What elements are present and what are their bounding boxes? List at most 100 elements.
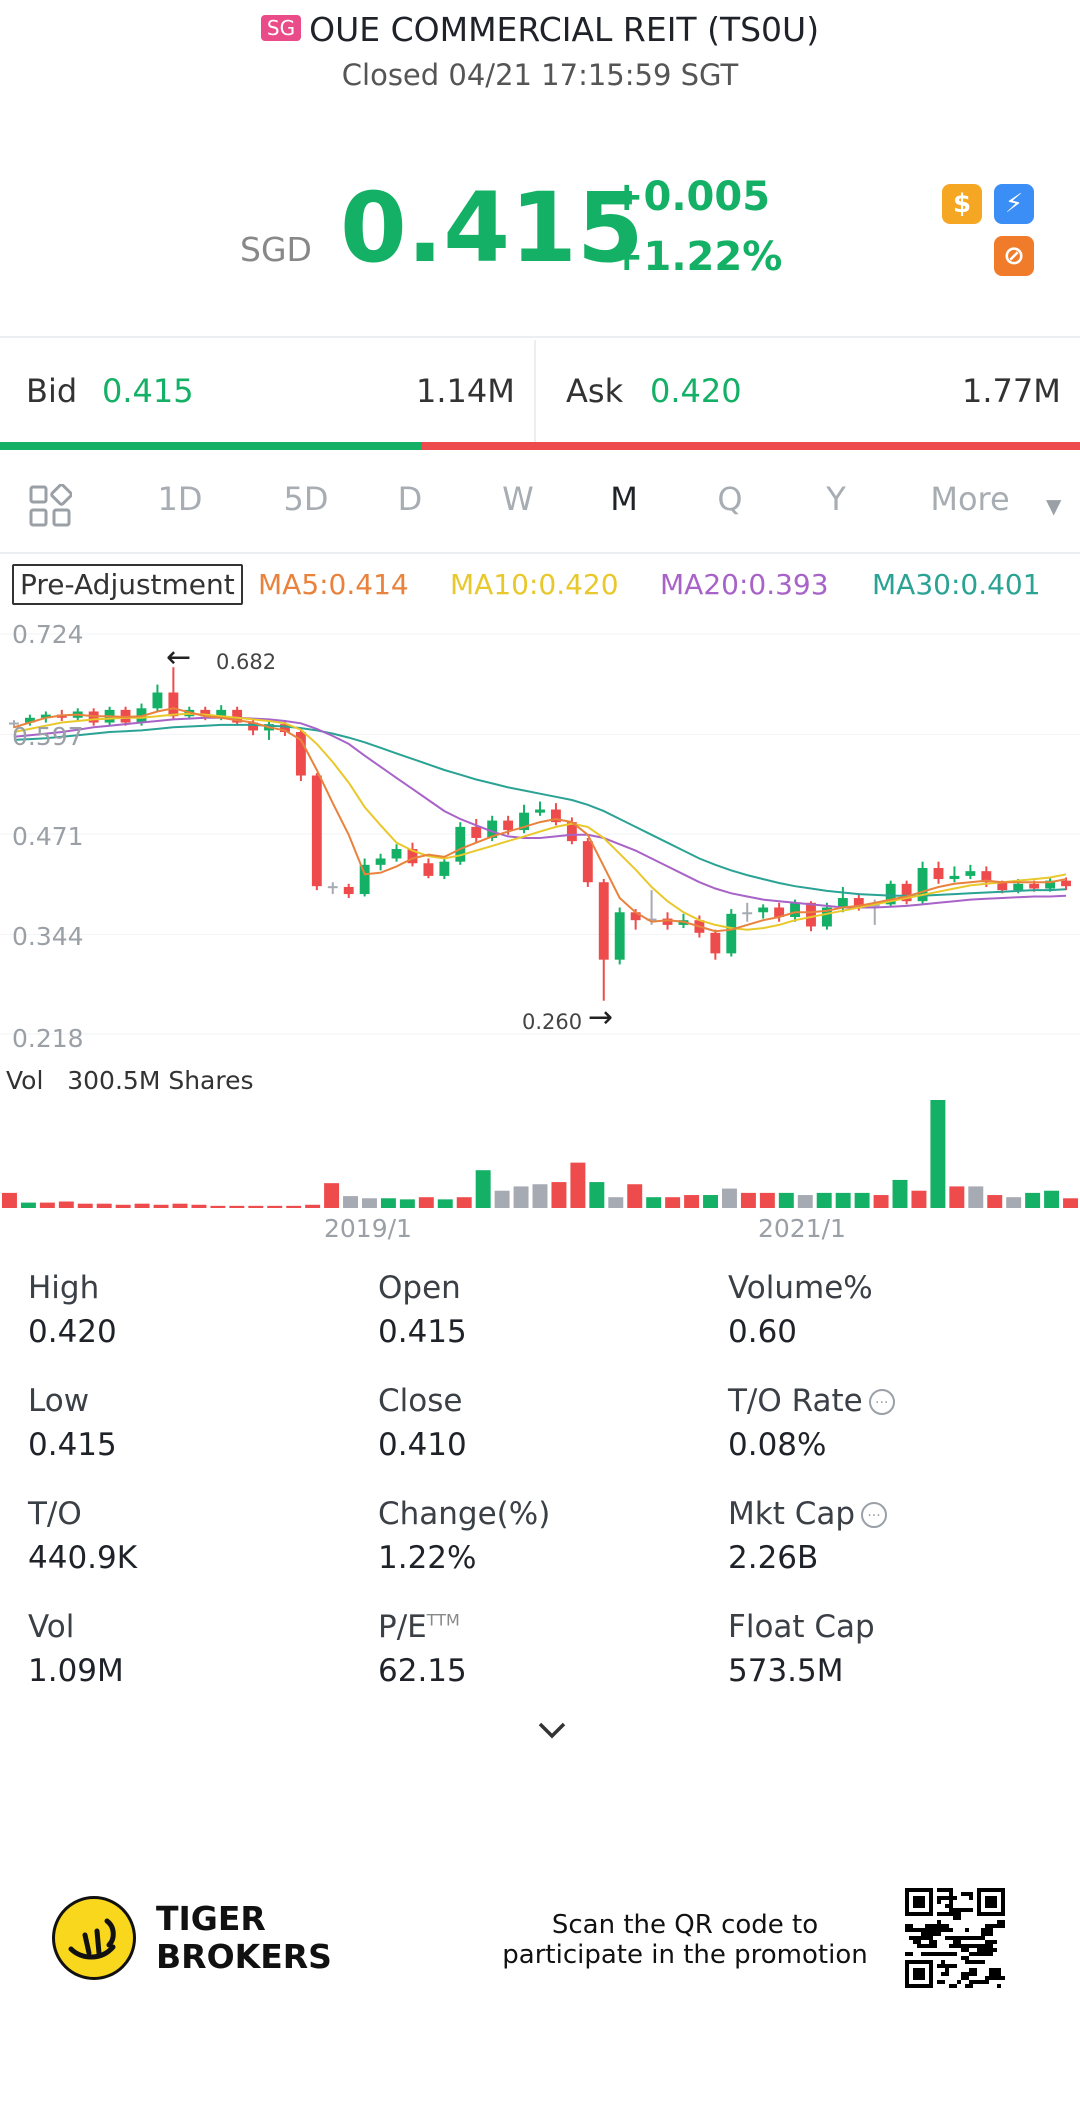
qr-module	[993, 1948, 997, 1952]
tab-5d[interactable]: 5D	[283, 480, 329, 518]
candle-body	[375, 858, 386, 865]
qr-module	[941, 1964, 945, 1968]
stat-low: Low 0.415	[28, 1383, 117, 1463]
qr-module	[945, 1972, 949, 1976]
qr-module	[1001, 1924, 1005, 1928]
qr-module	[941, 1896, 945, 1900]
options-icon[interactable]: ⊘	[994, 236, 1034, 276]
qr-module	[961, 1948, 965, 1952]
ask-price: 0.420	[650, 372, 742, 410]
qr-module	[981, 1952, 985, 1956]
volume-bar	[570, 1162, 586, 1208]
volume-bar	[362, 1198, 377, 1208]
stat-value: 440.9K	[28, 1540, 138, 1576]
volume-bar	[153, 1204, 169, 1208]
volume-bar	[286, 1205, 302, 1208]
qr-module	[965, 1984, 969, 1988]
pre-adjustment-toggle[interactable]: Pre-Adjustment	[12, 564, 243, 605]
qr-module	[977, 1960, 981, 1964]
candlestick-chart[interactable]	[0, 600, 1080, 1260]
stat-label: Vol	[28, 1609, 75, 1645]
qr-module	[997, 1924, 1001, 1928]
stat-change-pct: Change(%) 1.22%	[378, 1496, 550, 1576]
dollar-icon[interactable]: $	[942, 184, 982, 224]
lightning-icon[interactable]: ⚡	[994, 184, 1034, 224]
tab-y[interactable]: Y	[826, 480, 846, 518]
qr-module	[949, 1912, 953, 1916]
qr-module	[953, 1896, 957, 1900]
volume-bar	[930, 1100, 946, 1208]
qr-module	[941, 1972, 945, 1976]
volume-bar	[589, 1182, 605, 1208]
qr-module	[925, 1952, 929, 1956]
volume-bar	[665, 1197, 681, 1208]
volume-bar	[740, 1192, 756, 1208]
qr-module	[941, 1952, 945, 1956]
candle-body	[710, 932, 721, 954]
y-tick-label: 0.471	[12, 822, 84, 851]
qr-module	[917, 1928, 921, 1932]
stat-label: Change(%)	[378, 1496, 551, 1532]
qr-module	[973, 1980, 977, 1984]
qr-module	[965, 1960, 969, 1964]
qr-module	[913, 1940, 917, 1944]
qr-module	[961, 1944, 965, 1948]
stock-name: OUE COMMERCIAL REIT (TS0U)	[309, 10, 820, 49]
candle-body	[487, 820, 498, 838]
qr-module	[965, 1944, 969, 1948]
volume-bar	[494, 1190, 510, 1208]
qr-module	[997, 1972, 1001, 1976]
volume-bar	[608, 1197, 624, 1208]
qr-module	[961, 1976, 965, 1980]
qr-module	[953, 1952, 957, 1956]
y-tick-label: 0.724	[12, 620, 84, 649]
qr-module	[945, 1896, 949, 1900]
stat-to-rate: T/O Rate ··· 0.08%	[728, 1383, 895, 1463]
candle-body	[1013, 883, 1024, 891]
candle-body	[965, 871, 976, 876]
tab-m[interactable]: M	[610, 480, 638, 518]
ask-ratio-bar	[422, 442, 1080, 450]
qr-module	[921, 1944, 925, 1948]
qr-module	[945, 1936, 949, 1940]
tab-w[interactable]: W	[502, 480, 534, 518]
qr-module	[953, 1940, 957, 1944]
qr-module	[941, 1928, 945, 1932]
candle-body	[949, 875, 960, 880]
stat-label: Open	[378, 1270, 461, 1306]
tab-q[interactable]: Q	[717, 480, 743, 518]
candle-body	[997, 882, 1008, 891]
expand-chevron-icon[interactable]	[534, 1718, 570, 1742]
qr-module	[905, 1952, 909, 1956]
volume-bar	[324, 1183, 340, 1208]
volume-bar	[210, 1205, 226, 1208]
tab-more[interactable]: More	[930, 480, 1010, 518]
qr-code[interactable]	[905, 1888, 1005, 1988]
candle-body	[343, 886, 354, 895]
volume-bar	[58, 1201, 74, 1208]
volume-bar	[475, 1170, 491, 1208]
chevron-down-icon[interactable]: ▼	[1046, 494, 1062, 518]
more-info-icon[interactable]: ···	[868, 1389, 895, 1415]
candle-body	[885, 883, 896, 905]
chart-layout-icon[interactable]	[28, 483, 73, 528]
volume-bar	[1025, 1192, 1041, 1208]
volume-bar	[248, 1205, 264, 1208]
qr-module	[993, 1940, 997, 1944]
qr-module	[973, 1944, 977, 1948]
volume-bar	[684, 1195, 700, 1208]
qr-module	[965, 1908, 969, 1912]
stat-label-row: Mkt Cap ···	[728, 1496, 888, 1532]
stat-value: 0.420	[28, 1314, 117, 1350]
qr-module	[969, 1944, 973, 1948]
qr-module	[909, 1928, 913, 1932]
more-info-icon[interactable]: ···	[861, 1502, 888, 1528]
qr-finder	[913, 1896, 925, 1908]
volume-bar	[77, 1203, 93, 1208]
qr-module	[953, 1912, 957, 1916]
tab-d[interactable]: D	[397, 480, 423, 518]
qr-module	[941, 1888, 945, 1892]
qr-module	[981, 1928, 985, 1932]
tab-1d[interactable]: 1D	[157, 480, 203, 518]
stat-label: Low	[28, 1383, 90, 1419]
